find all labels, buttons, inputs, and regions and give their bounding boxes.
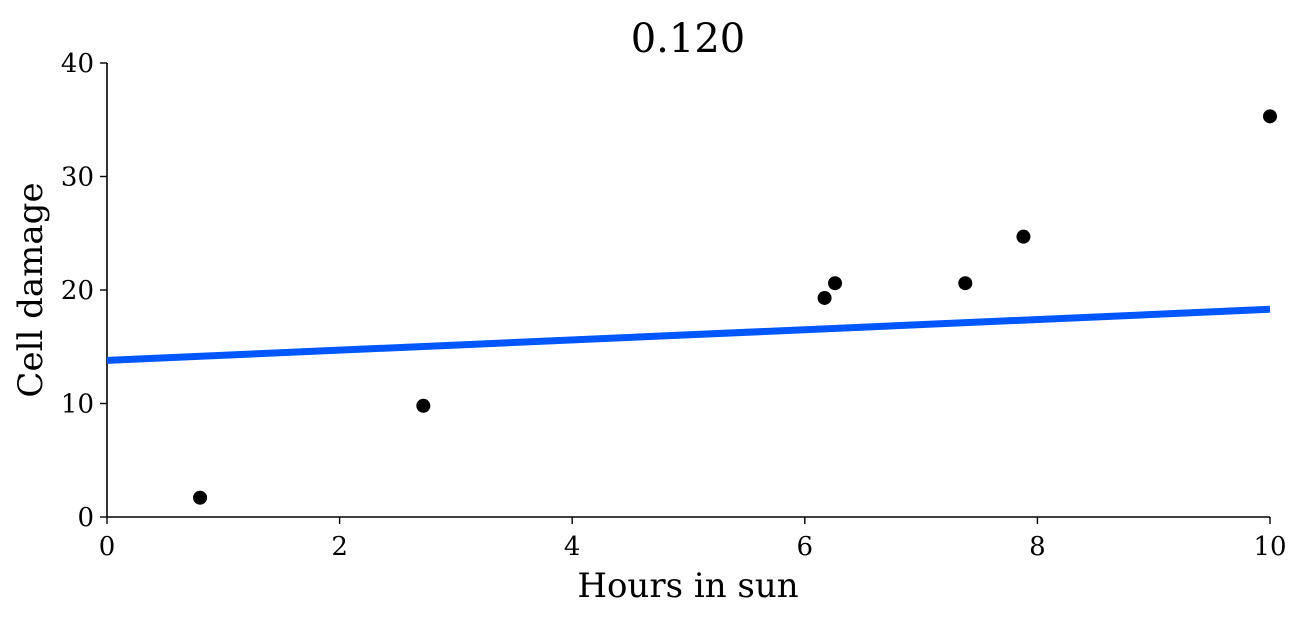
x-tick-label: 10	[1253, 532, 1286, 562]
y-tick-label: 30	[61, 163, 94, 193]
y-tick-label: 40	[61, 49, 94, 79]
x-tick-label: 8	[1029, 532, 1046, 562]
chart-title: 0.120	[631, 16, 746, 62]
data-point	[416, 398, 431, 413]
data-points	[193, 109, 1277, 505]
x-axis-label: Hours in sun	[577, 566, 798, 606]
data-point	[1016, 229, 1031, 244]
y-tick-label: 0	[77, 503, 94, 533]
data-point	[1263, 109, 1277, 124]
x-tick-label: 6	[797, 532, 814, 562]
x-axis-ticks: 0 2 4 6 8 10	[99, 517, 1287, 562]
y-tick-label: 10	[61, 390, 94, 420]
x-tick-label: 4	[564, 532, 581, 562]
x-tick-label: 2	[331, 532, 348, 562]
fit-line-group	[106, 305, 1271, 364]
data-point	[958, 276, 973, 291]
fit-line	[106, 305, 1271, 364]
data-point	[828, 276, 843, 291]
y-axis-ticks: 0 10 20 30 40	[61, 49, 107, 533]
data-point	[193, 490, 208, 505]
axes	[106, 63, 1270, 518]
x-tick-label: 0	[99, 532, 116, 562]
data-point	[817, 290, 832, 305]
y-tick-label: 20	[61, 276, 94, 306]
y-axis-label: Cell damage	[11, 182, 51, 397]
